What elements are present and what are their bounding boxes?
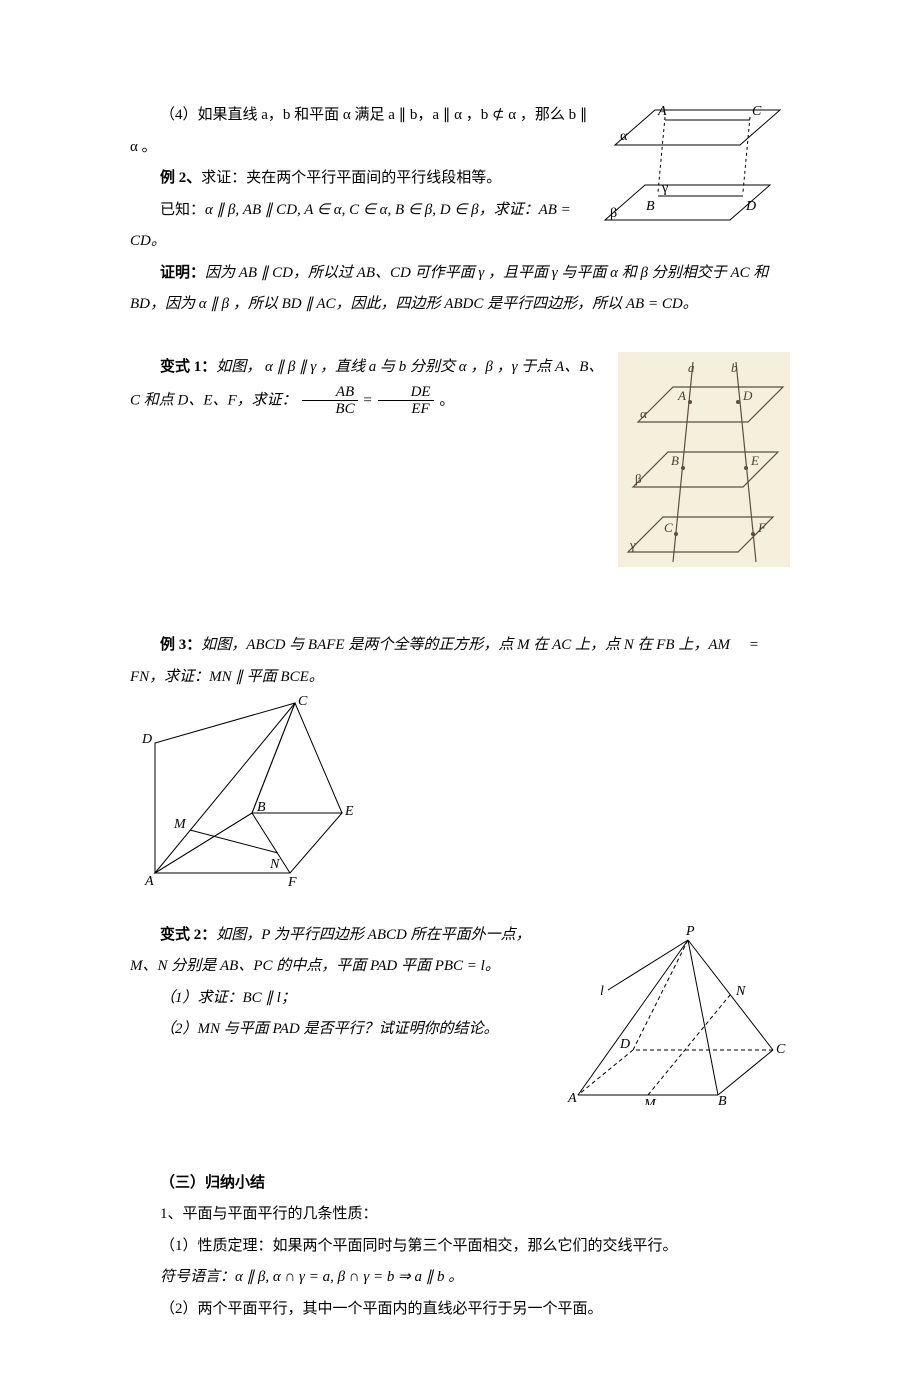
diagram-3-svg: A B C D E F M N [130, 693, 355, 888]
ex2-text: 求证：夹在两个平行平面间的平行线段相等。 [201, 170, 501, 186]
d2-label-A: A [677, 388, 686, 403]
proof-label: 证明： [160, 265, 205, 281]
d4-label-A: A [567, 1091, 577, 1105]
summary-1b: （2）两个平面平行，其中一个平面内的直线必平行于另一个平面。 [130, 1294, 790, 1326]
d4-label-M: M [643, 1097, 657, 1105]
d2-label-b: b [731, 360, 738, 375]
d1-label-D: D [745, 199, 756, 214]
d4-label-N: N [735, 984, 746, 999]
d4-label-C: C [776, 1042, 786, 1057]
ex2-title: 例 2、 [160, 170, 201, 186]
proof-text: 因为 AB ∥ CD，所以过 AB、CD 可作平面 γ ，且平面 γ 与平面 α… [130, 265, 768, 313]
d3-label-M: M [173, 817, 187, 832]
diagram-1-svg: A C B D α β γ [600, 100, 790, 230]
ex3-title: 例 3： [160, 637, 201, 653]
d2-label-E: E [750, 453, 759, 468]
d3-label-N: N [269, 857, 280, 872]
d4-label-l: l [600, 984, 604, 999]
known-label: 已知： [160, 202, 205, 218]
d2-label-C: C [664, 520, 673, 535]
d2-label-gamma: γ [629, 537, 636, 552]
var2-title: 变式 2： [160, 927, 216, 943]
var1-frac2: DEEF [378, 384, 434, 418]
d1-label-C: C [752, 104, 762, 119]
d1-label-alpha: α [620, 129, 628, 144]
d1-label-A: A [657, 104, 667, 119]
d2-label-alpha: α [640, 406, 647, 421]
diagram-2-svg: a b A D B E C F α β γ [618, 352, 790, 567]
d1-label-gamma: γ [661, 181, 668, 196]
document-page: A C B D α β γ （4）如果直线 a，b 和平面 α 满足 a ∥ b… [0, 0, 920, 1385]
d3-label-C: C [298, 694, 308, 709]
var1-eq: = [363, 392, 371, 408]
diagram-2-container: a b A D B E C F α β γ [618, 352, 790, 567]
var1-frac1-den: BC [302, 401, 357, 418]
d3-label-A: A [144, 874, 154, 888]
d2-label-a: a [688, 360, 695, 375]
summary-1a: （1）性质定理：如果两个平面同时与第三个平面相交，那么它们的交线平行。 [130, 1231, 790, 1263]
ex3-text: 如图，ABCD 与 BAFE 是两个全等的正方形，点 M 在 AC 上，点 N … [130, 637, 759, 685]
d3-label-F: F [287, 875, 297, 888]
d2-label-beta: β [635, 471, 642, 486]
d2-label-F: F [757, 520, 767, 535]
d2-label-D: D [742, 388, 753, 403]
para-ex3: 例 3：如图，ABCD 与 BAFE 是两个全等的正方形，点 M 在 AC 上，… [130, 630, 790, 693]
diagram-4-svg: A B C D M N P l [558, 920, 790, 1105]
var1-period: 。 [439, 392, 454, 408]
var1-frac2-num: DE [378, 384, 434, 402]
d1-label-beta: β [610, 206, 617, 221]
d3-label-B: B [257, 800, 266, 815]
d3-label-D: D [141, 732, 152, 747]
d2-label-B: B [671, 453, 679, 468]
diagram-4-container: A B C D M N P l [558, 920, 790, 1105]
var1-frac1-num: AB [302, 384, 357, 402]
var1-frac1: ABBC [302, 384, 357, 418]
d1-label-B: B [646, 199, 655, 214]
diagram-1-container: A C B D α β γ [600, 100, 790, 230]
d4-label-D: D [619, 1037, 630, 1052]
diagram-3-container: A B C D E F M N [130, 693, 790, 888]
d3-label-E: E [344, 804, 354, 819]
summary-1: 1、平面与平面平行的几条性质： [130, 1199, 790, 1231]
d4-label-P: P [685, 924, 695, 939]
para-proof: 证明：因为 AB ∥ CD，所以过 AB、CD 可作平面 γ ，且平面 γ 与平… [130, 258, 790, 321]
var1-title: 变式 1： [160, 359, 216, 375]
section3-title: （三）归纳小结 [130, 1168, 790, 1200]
summary-sym: 符号语言：α ∥ β, α ∩ γ = a, β ∩ γ = b ⇒ a ∥ b… [130, 1262, 790, 1294]
d4-label-B: B [718, 1094, 727, 1105]
var1-frac2-den: EF [378, 401, 434, 418]
